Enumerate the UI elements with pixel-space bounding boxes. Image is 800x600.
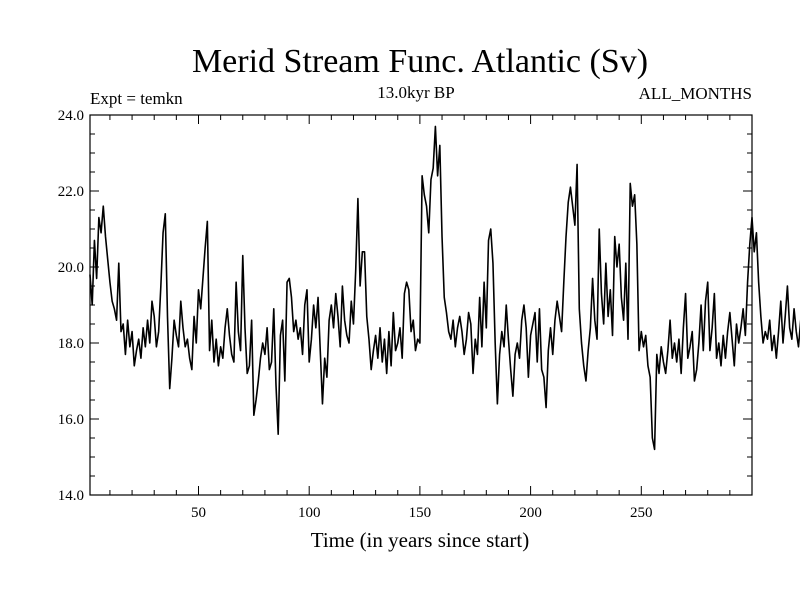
x-tick-label: 50 bbox=[191, 505, 206, 521]
y-axis: 14.0 16.0 18.0 20.0 22.0 24.0 bbox=[58, 108, 752, 504]
months-label: ALL_MONTHS bbox=[639, 84, 752, 103]
y-tick-label: 14.0 bbox=[58, 488, 84, 504]
x-axis: 50 100 150 200 250 bbox=[109, 115, 753, 521]
x-tick-label: 250 bbox=[630, 505, 653, 521]
x-axis-label: Time (in years since start) bbox=[311, 528, 530, 552]
y-tick-label: 22.0 bbox=[58, 184, 84, 200]
series-line bbox=[89, 125, 800, 451]
period-label: 13.0kyr BP bbox=[377, 83, 454, 102]
y-tick-label: 24.0 bbox=[58, 108, 84, 124]
experiment-label: Expt = temkn bbox=[90, 89, 183, 108]
y-tick-label: 16.0 bbox=[58, 412, 84, 428]
y-tick-label: 18.0 bbox=[58, 336, 84, 352]
x-tick-label: 100 bbox=[298, 505, 321, 521]
plot-frame bbox=[89, 114, 753, 496]
chart-title: Merid Stream Func. Atlantic (Sv) bbox=[192, 43, 648, 80]
x-tick-label: 200 bbox=[519, 505, 542, 521]
x-tick-label: 150 bbox=[409, 505, 432, 521]
y-tick-label: 20.0 bbox=[58, 260, 84, 276]
